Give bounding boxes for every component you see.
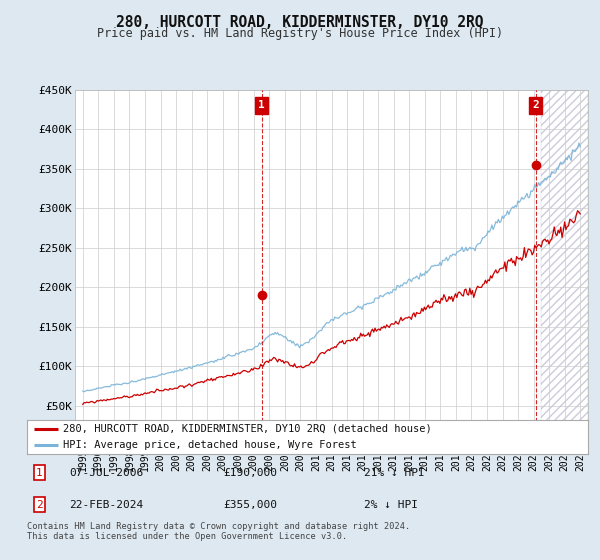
Text: 2% ↓ HPI: 2% ↓ HPI [364,500,418,510]
Text: 1: 1 [36,468,43,478]
Text: 280, HURCOTT ROAD, KIDDERMINSTER, DY10 2RQ: 280, HURCOTT ROAD, KIDDERMINSTER, DY10 2… [116,15,484,30]
Bar [541,90,588,445]
Text: £190,000: £190,000 [223,468,277,478]
Text: Contains HM Land Registry data © Crown copyright and database right 2024.
This d: Contains HM Land Registry data © Crown c… [27,522,410,542]
Text: £355,000: £355,000 [223,500,277,510]
Text: 21% ↓ HPI: 21% ↓ HPI [364,468,424,478]
Text: 22-FEB-2024: 22-FEB-2024 [69,500,143,510]
Text: HPI: Average price, detached house, Wyre Forest: HPI: Average price, detached house, Wyre… [64,440,357,450]
Text: 1: 1 [259,100,265,110]
Text: Price paid vs. HM Land Registry's House Price Index (HPI): Price paid vs. HM Land Registry's House … [97,27,503,40]
Text: 2: 2 [532,100,539,110]
Text: 07-JUL-2006: 07-JUL-2006 [69,468,143,478]
Text: 280, HURCOTT ROAD, KIDDERMINSTER, DY10 2RQ (detached house): 280, HURCOTT ROAD, KIDDERMINSTER, DY10 2… [64,424,432,434]
Text: 2: 2 [36,500,43,510]
